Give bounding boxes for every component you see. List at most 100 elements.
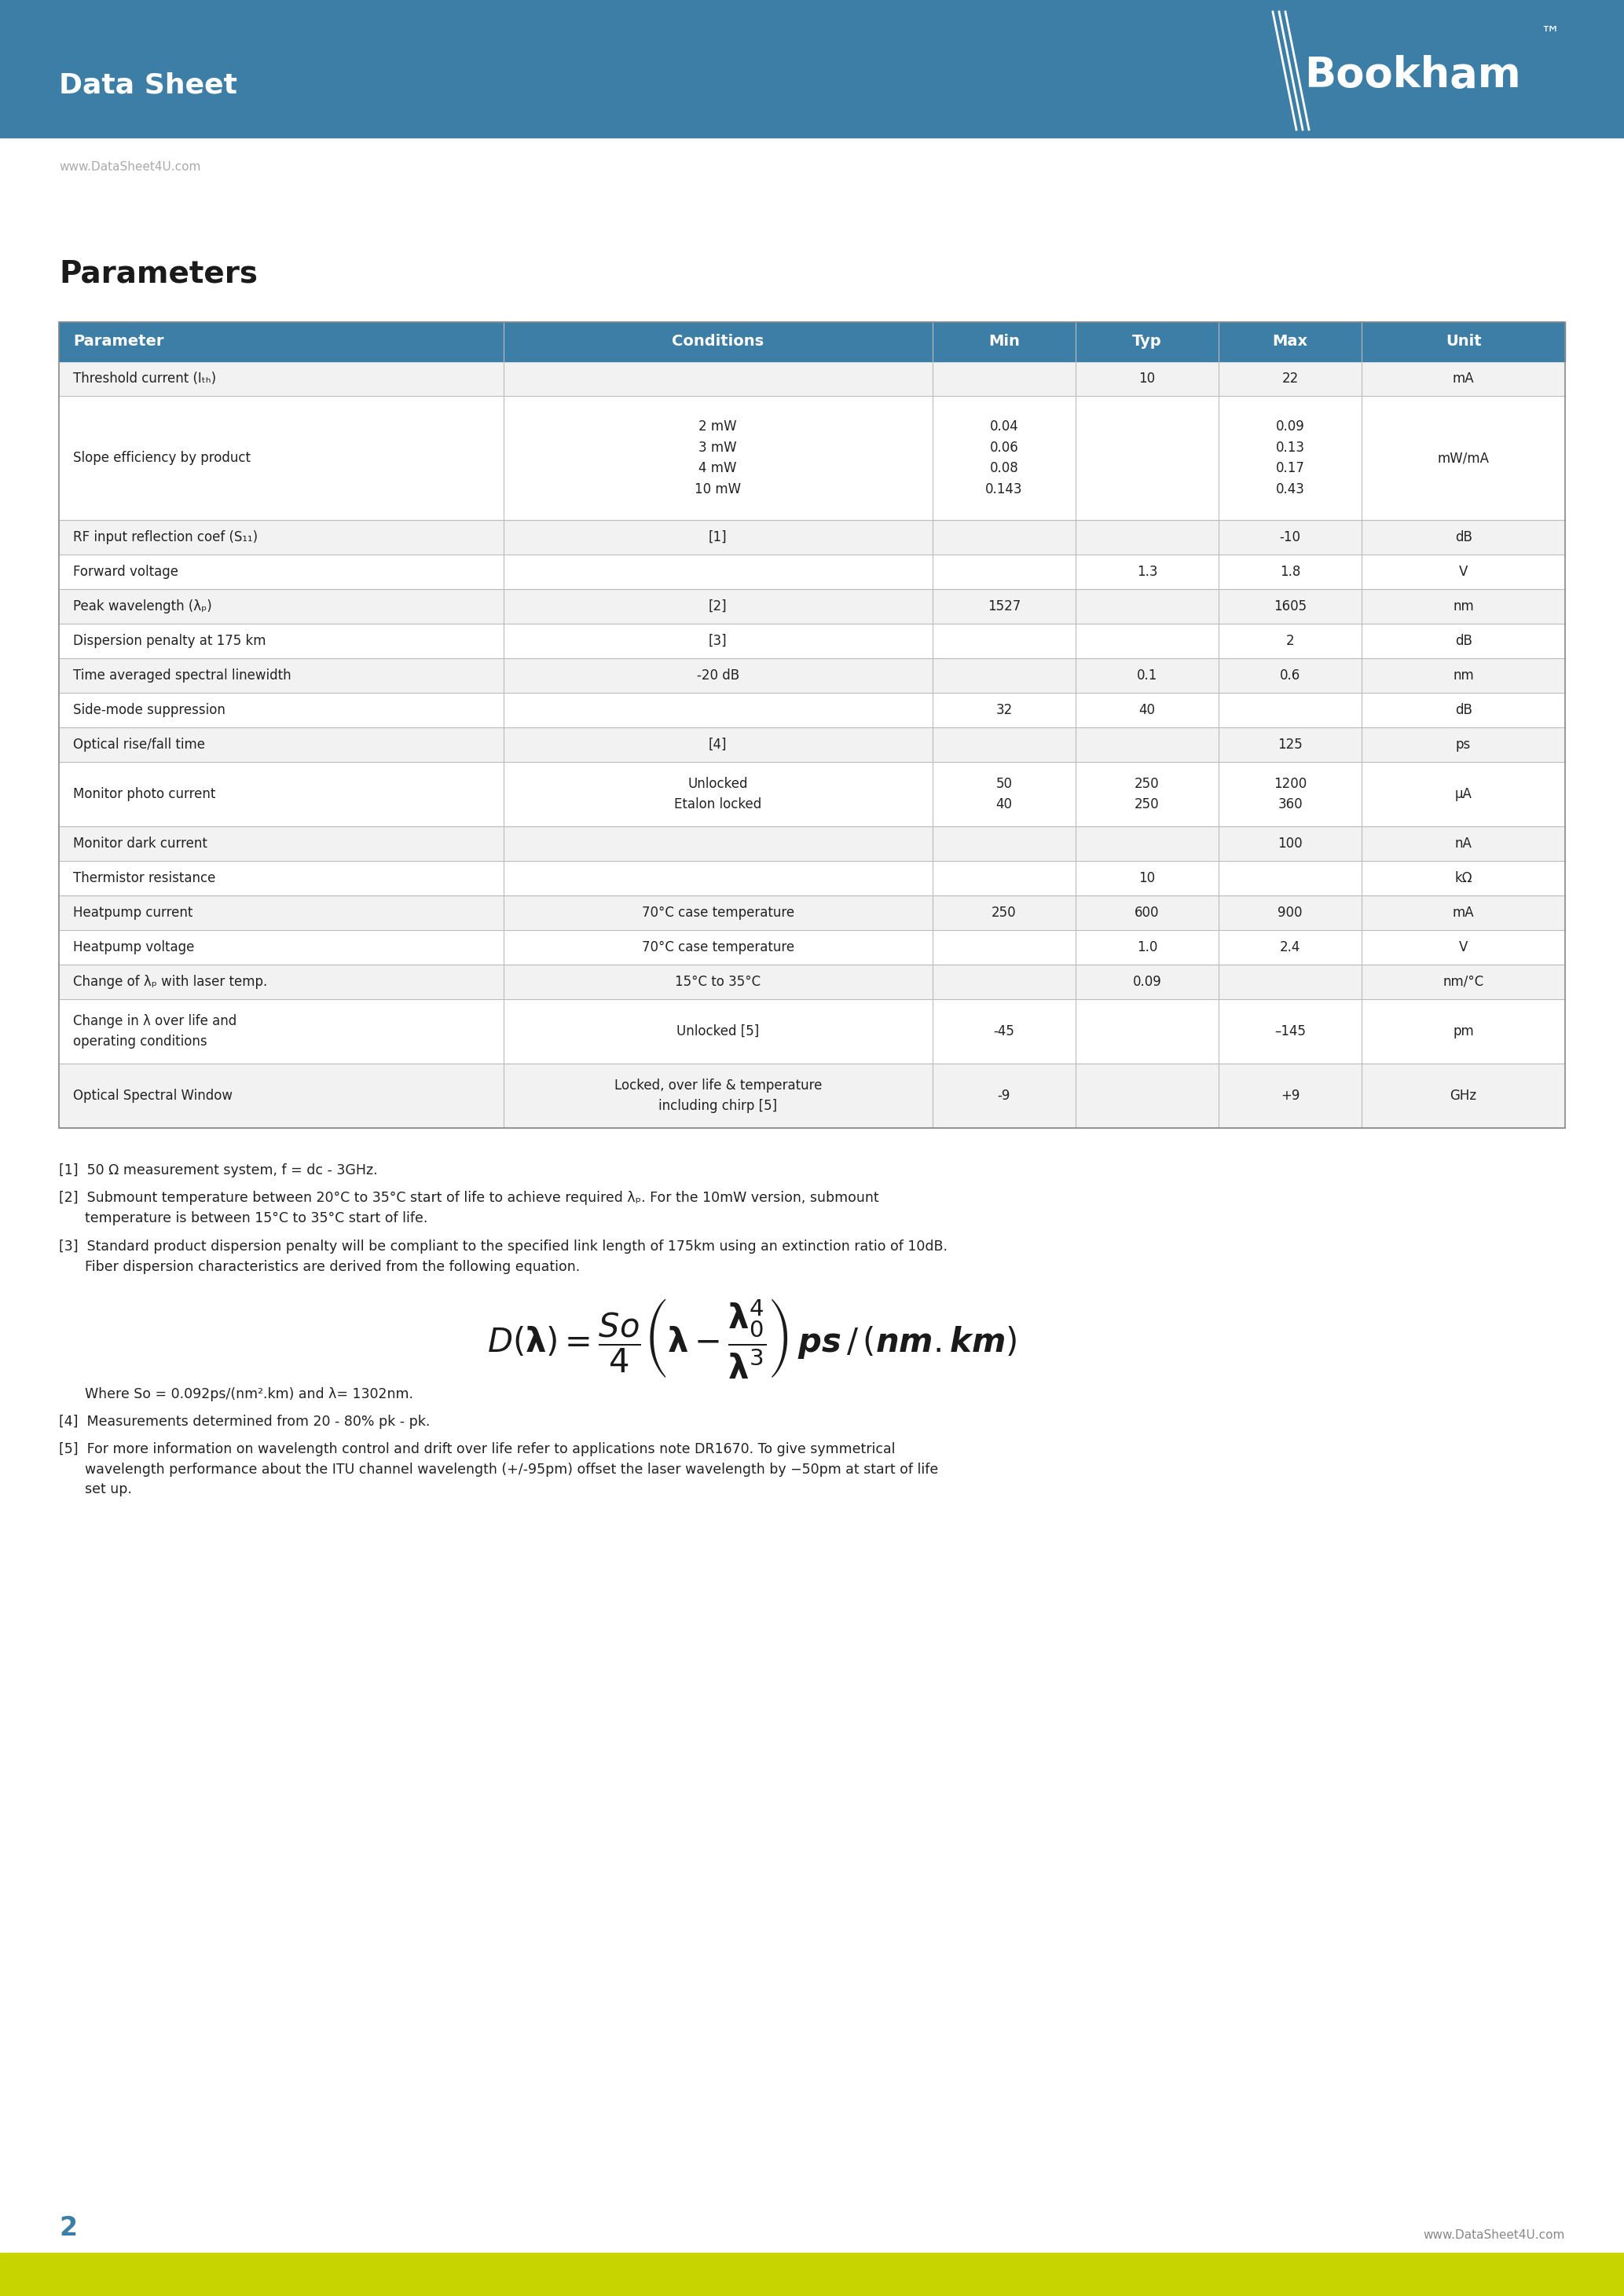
Bar [0,0,1624,138]
Text: Unlocked
Etalon locked: Unlocked Etalon locked [674,776,762,810]
Text: [1]: [1] [708,530,728,544]
Text: nm/°C: nm/°C [1442,976,1484,990]
Text: Thermistor resistance: Thermistor resistance [73,870,216,886]
Text: dB: dB [1455,703,1471,716]
Text: 1.3: 1.3 [1137,565,1158,579]
Text: 250
250: 250 250 [1135,776,1160,810]
Text: GHz: GHz [1450,1088,1476,1102]
Text: 2: 2 [1286,634,1294,647]
Text: [2]  Submount temperature between 20°C to 35°C start of life to achieve required: [2] Submount temperature between 20°C to… [58,1192,879,1226]
Text: $D(\boldsymbol{\lambda})= \dfrac{So}{4}\left(\boldsymbol{\lambda} - \dfrac{\bold: $D(\boldsymbol{\lambda})= \dfrac{So}{4}\… [487,1297,1017,1380]
Text: mA: mA [1452,905,1475,921]
Bar [58,395,1566,519]
Text: 1.0: 1.0 [1137,941,1158,955]
Bar [58,590,1566,625]
Text: Peak wavelength (λₚ): Peak wavelength (λₚ) [73,599,213,613]
Text: 125: 125 [1278,737,1302,751]
Text: Max: Max [1273,335,1307,349]
Text: nm: nm [1453,668,1475,682]
Text: ™: ™ [1540,25,1559,44]
Text: 0.6: 0.6 [1280,668,1301,682]
Text: Change of λₚ with laser temp.: Change of λₚ with laser temp. [73,976,268,990]
Text: Locked, over life & temperature
including chirp [5]: Locked, over life & temperature includin… [614,1079,822,1114]
Text: +9: +9 [1281,1088,1299,1102]
Text: Optical rise/fall time: Optical rise/fall time [73,737,205,751]
Text: Parameters: Parameters [58,259,258,289]
Text: 1605: 1605 [1273,599,1307,613]
Text: -10: -10 [1280,530,1301,544]
Bar [58,762,1566,827]
Text: 0.09: 0.09 [1132,976,1161,990]
Text: mW/mA: mW/mA [1437,450,1489,466]
Text: Conditions: Conditions [672,335,763,349]
Text: Monitor photo current: Monitor photo current [73,788,216,801]
Text: ps: ps [1455,737,1471,751]
Text: kΩ: kΩ [1455,870,1473,886]
Text: Side-mode suppression: Side-mode suppression [73,703,226,716]
Bar [58,519,1566,556]
Bar [58,999,1566,1063]
Bar [0,2252,1624,2296]
Bar [58,625,1566,659]
Text: Change in λ over life and
operating conditions: Change in λ over life and operating cond… [73,1015,237,1049]
Text: 2 mW
3 mW
4 mW
10 mW: 2 mW 3 mW 4 mW 10 mW [695,420,741,496]
Bar [58,321,1566,360]
Text: 250: 250 [992,905,1017,921]
Text: 2.4: 2.4 [1280,941,1301,955]
Text: nm: nm [1453,599,1475,613]
Text: 10: 10 [1138,870,1155,886]
Text: dB: dB [1455,634,1471,647]
Text: V: V [1458,565,1468,579]
Text: [5]  For more information on wavelength control and drift over life refer to app: [5] For more information on wavelength c… [58,1442,939,1497]
Bar [58,360,1566,395]
Text: Slope efficiency by product: Slope efficiency by product [73,450,250,466]
Bar [58,556,1566,590]
Bar [58,861,1566,895]
Bar [58,728,1566,762]
Text: 50
40: 50 40 [996,776,1012,810]
Text: –145: –145 [1275,1024,1306,1038]
Text: mA: mA [1452,372,1475,386]
Text: -20 dB: -20 dB [697,668,739,682]
Text: 900: 900 [1278,905,1302,921]
Text: [3]: [3] [708,634,728,647]
Text: μA: μA [1455,788,1471,801]
Bar [58,895,1566,930]
Bar [58,1063,1566,1127]
Text: 10: 10 [1138,372,1155,386]
Text: Time averaged spectral linewidth: Time averaged spectral linewidth [73,668,291,682]
Text: Unlocked [5]: Unlocked [5] [677,1024,758,1038]
Bar [58,693,1566,728]
Text: Monitor dark current: Monitor dark current [73,836,208,852]
Text: 32: 32 [996,703,1012,716]
Text: Where So = 0.092ps/(nm².km) and λ= 1302nm.: Where So = 0.092ps/(nm².km) and λ= 1302n… [58,1387,412,1401]
Bar [58,659,1566,693]
Text: [4]: [4] [708,737,728,751]
Text: www.DataSheet4U.com: www.DataSheet4U.com [58,161,201,172]
Text: [1]  50 Ω measurement system, f = dc - 3GHz.: [1] 50 Ω measurement system, f = dc - 3G… [58,1164,378,1178]
Text: Min: Min [989,335,1020,349]
Bar [58,930,1566,964]
Text: [4]  Measurements determined from 20 - 80% pk - pk.: [4] Measurements determined from 20 - 80… [58,1414,430,1428]
Text: Heatpump current: Heatpump current [73,905,193,921]
Text: 0.1: 0.1 [1137,668,1158,682]
Text: 70°C case temperature: 70°C case temperature [641,905,794,921]
Text: 1527: 1527 [987,599,1020,613]
Text: 2: 2 [58,2216,76,2241]
Text: 22: 22 [1281,372,1299,386]
Text: [3]  Standard product dispersion penalty will be compliant to the specified link: [3] Standard product dispersion penalty … [58,1240,947,1274]
Text: nA: nA [1455,836,1471,852]
Text: 0.04
0.06
0.08
0.143: 0.04 0.06 0.08 0.143 [986,420,1023,496]
Text: Optical Spectral Window: Optical Spectral Window [73,1088,232,1102]
Text: 70°C case temperature: 70°C case temperature [641,941,794,955]
Text: 1.8: 1.8 [1280,565,1301,579]
Text: V: V [1458,941,1468,955]
Text: 0.09
0.13
0.17
0.43: 0.09 0.13 0.17 0.43 [1276,420,1304,496]
Text: 1200
360: 1200 360 [1273,776,1307,810]
Text: Heatpump voltage: Heatpump voltage [73,941,195,955]
Bar [58,827,1566,861]
Text: 15°C to 35°C: 15°C to 35°C [676,976,760,990]
Text: Dispersion penalty at 175 km: Dispersion penalty at 175 km [73,634,266,647]
Text: Parameter: Parameter [73,335,164,349]
Text: Bookham: Bookham [1304,55,1520,96]
